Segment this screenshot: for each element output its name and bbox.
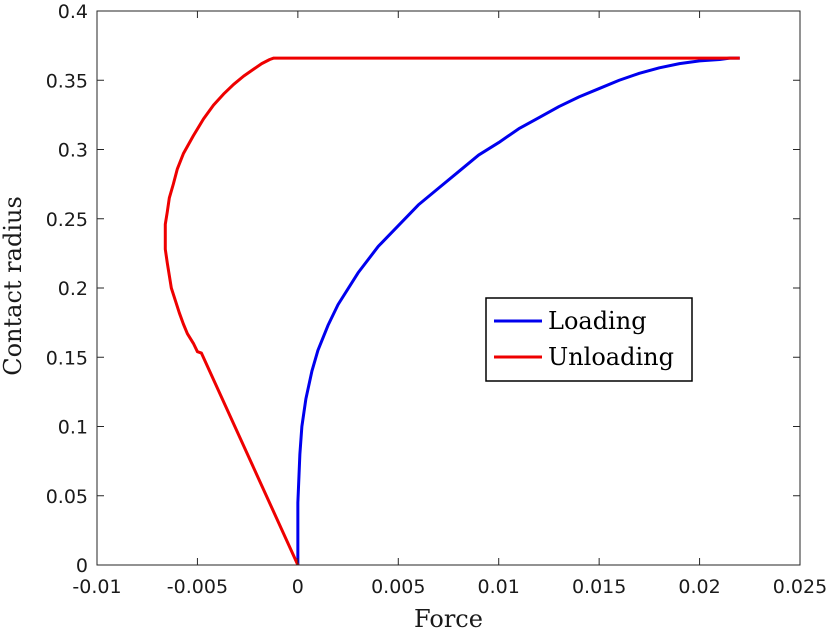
- y-tick-label: 0.1: [58, 417, 88, 439]
- y-tick-label: 0.35: [46, 70, 88, 92]
- series-line-loading: [296, 56, 740, 565]
- y-tick-label: 0: [76, 555, 88, 577]
- legend-label-loading: Loading: [548, 307, 647, 335]
- x-tick-label: 0.025: [773, 576, 827, 598]
- y-tick-label: 0.4: [58, 1, 88, 23]
- y-tick-label: 0.25: [46, 209, 88, 231]
- legend: Loading Unloading: [485, 297, 693, 382]
- x-axis-title: Force: [414, 605, 483, 630]
- legend-box: [485, 297, 693, 382]
- x-tick-label: 0: [292, 576, 304, 598]
- tick-layer: -0.01 -0.005 0 0.005 0.01 0.015 0.02 0.025 0 0.05…: [46, 1, 828, 598]
- x-tick-label: 0.01: [478, 576, 520, 598]
- y-tick-label: 0.2: [58, 278, 88, 300]
- series-layer: [163, 56, 740, 566]
- x-tick-label: -0.005: [167, 576, 228, 598]
- x-tick-label: 0.015: [572, 576, 626, 598]
- x-tick-label: 0.02: [678, 576, 720, 598]
- legend-label-unloading: Unloading: [548, 343, 674, 371]
- y-tick-label: 0.15: [46, 347, 88, 369]
- y-axis-title: Contact radius: [0, 196, 27, 376]
- x-tick-label: -0.01: [72, 576, 121, 598]
- series-line-unloading: [163, 56, 740, 566]
- y-tick-label: 0.05: [46, 486, 88, 508]
- x-tick-label: 0.005: [371, 576, 425, 598]
- y-tick-label: 0.3: [58, 140, 88, 162]
- plot-frame: [96, 10, 801, 566]
